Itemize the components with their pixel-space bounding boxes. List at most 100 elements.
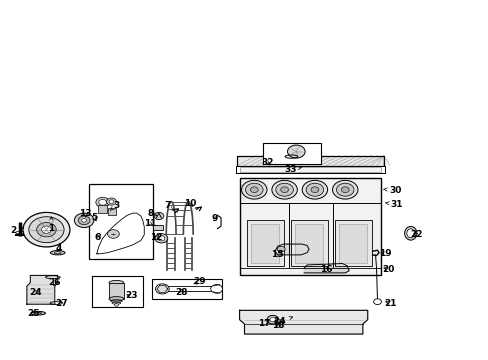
- Text: 20: 20: [382, 265, 394, 274]
- Circle shape: [96, 197, 109, 207]
- Circle shape: [37, 222, 56, 237]
- Text: 3: 3: [110, 201, 119, 210]
- Bar: [152, 225, 163, 230]
- Circle shape: [154, 212, 163, 220]
- Text: 2: 2: [11, 226, 23, 235]
- Bar: [89, 184, 152, 259]
- Circle shape: [310, 187, 318, 193]
- Circle shape: [287, 145, 305, 158]
- Text: 27: 27: [55, 299, 67, 307]
- Circle shape: [245, 183, 263, 196]
- Circle shape: [41, 226, 51, 233]
- Bar: [294, 224, 323, 263]
- Bar: [334, 220, 371, 266]
- Text: 31: 31: [385, 200, 403, 209]
- Circle shape: [23, 212, 70, 247]
- Circle shape: [81, 219, 86, 222]
- Text: 9: 9: [211, 215, 218, 223]
- Text: 24: 24: [29, 288, 41, 297]
- Circle shape: [155, 284, 169, 294]
- Ellipse shape: [174, 210, 178, 211]
- Bar: [290, 220, 327, 266]
- Text: 15: 15: [271, 251, 284, 259]
- Circle shape: [277, 246, 285, 252]
- Bar: [338, 224, 366, 263]
- Bar: [109, 283, 123, 299]
- Text: 32: 32: [261, 158, 274, 167]
- Circle shape: [373, 299, 381, 305]
- Text: 16: 16: [320, 265, 332, 274]
- Circle shape: [280, 187, 288, 193]
- Text: 8: 8: [147, 209, 157, 217]
- Polygon shape: [274, 244, 308, 255]
- Text: 7: 7: [163, 202, 173, 210]
- Text: 23: 23: [124, 292, 137, 300]
- Circle shape: [336, 183, 353, 196]
- Circle shape: [109, 200, 114, 203]
- Polygon shape: [239, 310, 367, 334]
- Text: 17: 17: [257, 319, 270, 328]
- Bar: [250, 224, 279, 263]
- Bar: [151, 279, 222, 299]
- Text: 30: 30: [383, 186, 401, 195]
- Ellipse shape: [274, 320, 284, 323]
- Ellipse shape: [50, 251, 65, 255]
- Bar: [236, 166, 384, 173]
- Circle shape: [305, 183, 323, 196]
- Ellipse shape: [406, 229, 414, 238]
- Circle shape: [210, 284, 222, 293]
- Circle shape: [99, 199, 106, 205]
- Circle shape: [155, 234, 167, 243]
- Ellipse shape: [109, 280, 123, 285]
- Bar: [92, 276, 143, 307]
- Text: 1: 1: [48, 217, 54, 233]
- Bar: [107, 208, 116, 215]
- Bar: [239, 178, 381, 275]
- Bar: [240, 167, 380, 172]
- Ellipse shape: [109, 297, 123, 301]
- Text: 21: 21: [383, 299, 396, 307]
- Text: 6: 6: [95, 233, 101, 242]
- Circle shape: [269, 318, 275, 322]
- Circle shape: [78, 216, 90, 225]
- Ellipse shape: [31, 311, 45, 315]
- Ellipse shape: [35, 312, 41, 314]
- Circle shape: [332, 180, 357, 199]
- Circle shape: [341, 187, 348, 193]
- Text: 12: 12: [150, 233, 163, 242]
- Text: 5: 5: [91, 213, 97, 222]
- Bar: [98, 205, 106, 213]
- Text: 28: 28: [175, 288, 188, 297]
- Circle shape: [29, 217, 64, 243]
- Text: 33: 33: [284, 165, 301, 174]
- Bar: [246, 220, 283, 266]
- Circle shape: [74, 213, 94, 228]
- Circle shape: [241, 180, 266, 199]
- Circle shape: [106, 198, 116, 205]
- Bar: [263, 143, 320, 164]
- Ellipse shape: [404, 226, 416, 240]
- Polygon shape: [97, 213, 144, 254]
- Circle shape: [275, 183, 293, 196]
- Circle shape: [250, 187, 258, 193]
- Text: 10: 10: [183, 199, 196, 208]
- Text: 19: 19: [378, 249, 391, 258]
- Text: 22: 22: [409, 230, 422, 239]
- Ellipse shape: [54, 252, 61, 254]
- Circle shape: [107, 230, 119, 238]
- Circle shape: [302, 180, 327, 199]
- Circle shape: [114, 303, 118, 306]
- Polygon shape: [27, 275, 58, 304]
- Polygon shape: [304, 264, 348, 273]
- Text: 14: 14: [273, 316, 292, 325]
- Text: 11: 11: [144, 220, 157, 229]
- Circle shape: [266, 315, 278, 324]
- Text: 18: 18: [272, 321, 285, 330]
- Bar: [237, 156, 383, 166]
- Text: 26: 26: [48, 278, 61, 287]
- Text: 29: 29: [193, 277, 205, 286]
- Text: 4: 4: [55, 244, 62, 253]
- Circle shape: [158, 236, 164, 241]
- Text: 13: 13: [79, 209, 92, 217]
- Text: 25: 25: [27, 309, 40, 318]
